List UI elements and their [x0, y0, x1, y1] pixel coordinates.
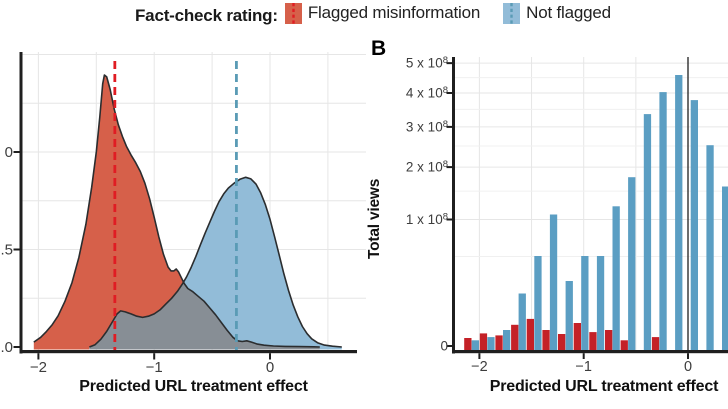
bar-flagged — [558, 334, 566, 350]
bar-flagged — [511, 324, 519, 350]
bar-flagged — [620, 340, 628, 350]
bar-not-flagged — [722, 186, 728, 350]
panel-a-y-tick-label: .5 — [0, 242, 13, 259]
panel-a-x-axis-line — [19, 350, 357, 354]
panel-b-x-axis-line — [452, 350, 728, 354]
panel-a-x-tick-label: 0 — [266, 359, 274, 376]
panel-b-y-tick-label: 4 x 108 — [406, 85, 448, 101]
panel-a-y-axis-line — [19, 52, 23, 354]
bar-not-flagged — [690, 100, 698, 350]
bar-not-flagged — [612, 206, 620, 350]
bar-flagged — [589, 332, 597, 350]
legend-items: Flagged misinformation Not flagged — [284, 2, 634, 29]
bar-not-flagged — [549, 214, 558, 350]
bar-flagged — [573, 323, 581, 350]
bar-flagged — [526, 318, 534, 350]
legend-title: Fact-check rating: — [135, 5, 278, 25]
density-not-flagged-outline — [89, 176, 342, 348]
bar-not-flagged — [487, 337, 495, 350]
bar-not-flagged — [581, 256, 589, 350]
bar-flagged — [495, 335, 503, 350]
bar-not-flagged — [596, 256, 605, 350]
panel-b-y-tick-label: 5 x 108 — [406, 55, 448, 71]
legend-item-flagged-misinformation: Flagged misinformation — [284, 2, 481, 24]
bar-not-flagged — [503, 330, 511, 350]
panel-b-label: B — [371, 37, 387, 60]
panel-a-chart: −2 −1 0 0 .5 .0 — [0, 52, 366, 376]
bar-not-flagged — [518, 293, 526, 350]
bar-flagged — [464, 338, 472, 350]
panel-a-y-tick-label: 0 — [5, 144, 13, 161]
bar-flagged — [542, 330, 550, 350]
density-overlap-area — [89, 282, 320, 350]
panel-b-x-axis-title: Predicted URL treatment effect — [489, 378, 719, 395]
bar-flagged — [605, 330, 613, 350]
panel-b-y-tick-label: 3 x 108 — [406, 119, 448, 135]
panel-b-gridlines — [455, 57, 728, 350]
bar-not-flagged — [706, 145, 714, 350]
bar-not-flagged — [471, 340, 479, 350]
panel-b-y-axis-line — [452, 57, 455, 354]
bar-not-flagged — [565, 281, 573, 350]
bar-flagged — [479, 333, 488, 350]
panel-b-y-axis-title: Total views — [366, 178, 383, 259]
panel-a-ticks: −2 −1 0 0 .5 .0 — [0, 144, 274, 376]
legend: Fact-check rating: Flagged misinformatio… — [135, 2, 634, 29]
panel-a-x-axis-title: Predicted URL treatment effect — [79, 378, 308, 395]
panel-b-ticks: −2 −1 0 0 1 x 108 2 x 108 3 x 108 4 x 108 5 x 10… — [406, 55, 692, 375]
density-flagged-area — [33, 75, 320, 350]
legend-swatch-not-flagged — [503, 2, 521, 24]
panel-b-y-tick-label: 2 x 108 — [406, 159, 448, 175]
density-not-flagged-area — [89, 177, 342, 350]
panel-a-x-tick-label: −2 — [30, 359, 47, 376]
legend-label: Flagged misinformation — [307, 3, 481, 22]
legend-swatch-flagged-misinformation — [284, 2, 302, 24]
legend-item-not-flagged: Not flagged — [503, 2, 611, 24]
panel-b-x-tick-label: −2 — [471, 359, 488, 375]
panel-b-x-tick-label: 0 — [684, 359, 692, 375]
bar-not-flagged — [628, 177, 636, 350]
bar-not-flagged — [659, 92, 667, 350]
panel-b-y-tick-label: 1 x 108 — [406, 212, 448, 228]
legend-label: Not flagged — [526, 3, 611, 22]
panel-b-y-tick-label: 0 — [440, 339, 448, 354]
panel-b-chart: −2 −1 0 0 1 x 108 2 x 108 3 x 108 4 x 108 5 x 10… — [406, 55, 728, 375]
panel-a-y-tick-label: .0 — [0, 339, 13, 356]
panel-b-x-tick-label: −1 — [575, 359, 592, 375]
bar-not-flagged — [643, 114, 652, 350]
bar-not-flagged — [534, 256, 542, 350]
bar-not-flagged — [675, 75, 683, 350]
density-flagged-outline — [33, 74, 320, 348]
panel-b-bars — [464, 75, 728, 350]
panel-a-x-tick-label: −1 — [146, 359, 163, 376]
bar-flagged — [651, 337, 660, 350]
